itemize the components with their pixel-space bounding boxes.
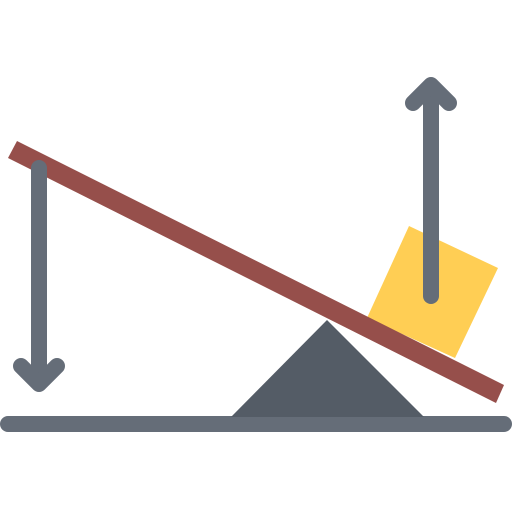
arrow-down-head bbox=[13, 358, 65, 392]
fulcrum-icon bbox=[231, 320, 424, 417]
arrow-down-icon bbox=[13, 160, 65, 392]
beam-icon bbox=[8, 141, 504, 403]
arrow-up-icon bbox=[405, 77, 457, 304]
arrow-up-head bbox=[405, 77, 457, 111]
